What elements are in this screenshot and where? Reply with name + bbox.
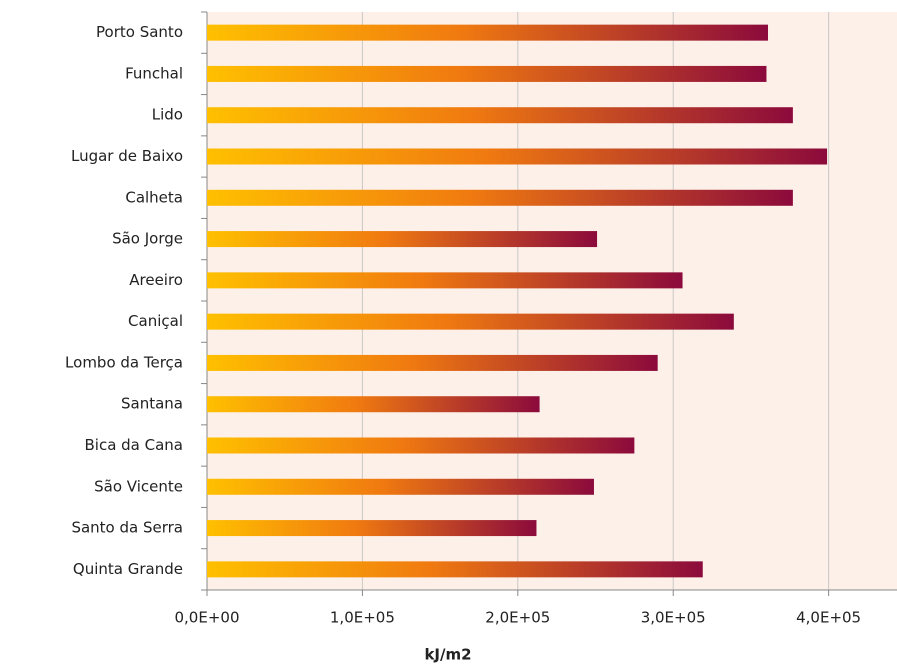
y-tick-label: Santo da Serra — [71, 519, 183, 537]
y-tick-label: Areeiro — [129, 271, 183, 289]
y-tick-label: São Vicente — [94, 477, 183, 495]
y-tick-label: Porto Santo — [96, 23, 183, 41]
y-tick-label: Quinta Grande — [73, 560, 183, 578]
x-tick-label: 0,0E+00 — [175, 609, 240, 627]
bar — [207, 272, 683, 289]
bar — [207, 561, 703, 578]
y-tick-label: Lugar de Baixo — [71, 147, 183, 165]
y-tick-label: Caniçal — [128, 312, 183, 330]
y-tick-label: Lombo da Terça — [65, 353, 183, 371]
y-tick-label: Santana — [121, 395, 183, 413]
y-tick-label: São Jorge — [112, 230, 183, 248]
y-tick-label: Calheta — [125, 188, 183, 206]
bar — [207, 313, 734, 330]
x-tick-label: 1,0E+05 — [330, 609, 395, 627]
bar — [207, 396, 540, 413]
x-tick-label: 4,0E+05 — [796, 609, 861, 627]
x-tick-label: 2,0E+05 — [485, 609, 550, 627]
bar — [207, 24, 769, 41]
bar — [207, 189, 793, 206]
bar — [207, 65, 767, 82]
bar — [207, 520, 537, 537]
y-tick-label: Lido — [152, 106, 183, 124]
bar — [207, 107, 793, 124]
bar — [207, 148, 828, 165]
bar — [207, 231, 598, 248]
x-tick-label: 3,0E+05 — [641, 609, 706, 627]
bar — [207, 354, 658, 371]
bar — [207, 478, 594, 495]
bar — [207, 437, 635, 454]
plot-area — [207, 12, 897, 590]
y-tick-label: Bica da Cana — [84, 436, 183, 454]
y-tick-label: Funchal — [125, 64, 183, 82]
x-axis-title: kJ/m2 — [424, 646, 471, 664]
